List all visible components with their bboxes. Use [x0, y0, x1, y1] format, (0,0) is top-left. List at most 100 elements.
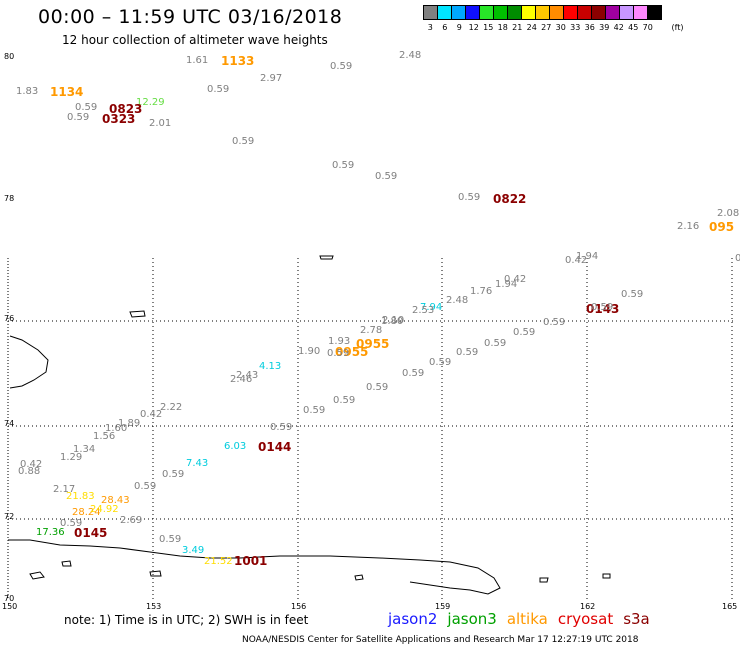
wave-height-value: 0.59 [67, 112, 90, 123]
wave-height-value: 0.59 [159, 534, 182, 545]
legend-bin-label: 12 [468, 23, 479, 32]
wave-height-value: 2.69 [120, 515, 143, 526]
wave-height-value: 1.76 [470, 286, 493, 297]
wave-height-value: 0.59 [162, 469, 185, 480]
island-outline [29, 571, 45, 580]
pass-time-label: 1134 [50, 85, 84, 99]
wave-height-value: 0.59 [513, 327, 536, 338]
wave-height-value: 21.52 [204, 556, 233, 567]
wave-height-value: 0.42 [140, 409, 163, 420]
wave-height-value: 1.61 [186, 55, 209, 66]
lat-label-80: 80 [4, 52, 15, 61]
legend-bin-label: 3 [427, 23, 433, 32]
wave-height-value: 2.08 [717, 208, 740, 219]
footer-note: note: 1) Time is in UTC; 2) SWH is in fe… [64, 613, 309, 627]
mission-jason2: jason2 [388, 610, 438, 628]
map-subtitle: 12 hour collection of altimeter wave hei… [62, 33, 328, 47]
wave-height-value: 7.94 [420, 302, 443, 313]
mission-legend: jason2 jason3 altika cryosat s3a [388, 610, 650, 628]
wave-height-value: 0.59 [458, 192, 481, 203]
island-outline [319, 255, 334, 260]
mission-jason3: jason3 [447, 610, 497, 628]
wave-height-value: 0.59 [621, 289, 644, 300]
color-legend: 3 6 9 12 15 18 21 24 27 30 33 36 39 42 45 70 (ft) [423, 5, 684, 32]
wave-height-value: 0.59 [332, 160, 355, 171]
legend-bin-label: 6 [442, 23, 448, 32]
lon-label-162: 162 [580, 602, 596, 611]
wave-height-value: 6.03 [224, 441, 247, 452]
wave-height-value: 0.59 [456, 347, 479, 358]
grid-lines [8, 258, 735, 600]
island-outline [602, 573, 611, 579]
island-outline [129, 310, 146, 318]
legend-swatches [423, 5, 684, 20]
legend-bin-label: 27 [541, 23, 552, 32]
legend-swatch [647, 5, 662, 20]
wave-height-value: 4.13 [259, 361, 282, 372]
pass-time-label: 0145 [74, 526, 108, 540]
wave-height-value: 0.59 [375, 171, 398, 182]
legend-unit: (ft) [671, 23, 684, 32]
wave-height-value: 0.59 [333, 395, 356, 406]
wave-height-value: 2.01 [149, 118, 172, 129]
wave-height-value: 0.59 [484, 338, 507, 349]
wave-height-value: 2.53 [412, 305, 435, 316]
legend-bin-label: 42 [613, 23, 624, 32]
lat-label-72: 72 [4, 512, 15, 521]
pass-time-label: 0823 [109, 102, 143, 116]
wave-height-value: 2.22 [160, 402, 183, 413]
wave-height-value: 1.34 [73, 444, 96, 455]
wave-height-value: 1.29 [60, 452, 83, 463]
wave-height-value: 0.59 [303, 405, 326, 416]
legend-bin-label: 70 [642, 23, 653, 32]
lon-label-156: 156 [291, 602, 307, 611]
island-outline [61, 560, 72, 567]
mainland-coast [8, 539, 501, 595]
legend-bin-label: 33 [570, 23, 581, 32]
lon-label-150: 150 [2, 602, 18, 611]
wave-height-value: 1.60 [105, 423, 128, 434]
wave-height-value: 0.59 [75, 102, 98, 113]
wave-height-value: 2.78 [360, 325, 383, 336]
wave-height-value: 28.24 [72, 507, 101, 518]
wave-height-value: 0.59 [330, 61, 353, 72]
wave-height-value: 1.83 [16, 86, 39, 97]
wave-height-value: 17.36 [36, 527, 65, 538]
island-outline [149, 570, 162, 577]
wave-height-value: 0.42 [565, 255, 588, 266]
mission-altika: altika [506, 610, 548, 628]
lon-label-165: 165 [722, 602, 738, 611]
pass-time-label: 0143 [586, 302, 620, 316]
wave-height-value: 0.59 [327, 348, 350, 359]
legend-bin-label: 45 [628, 23, 639, 32]
wave-height-value: 0.59 [543, 317, 566, 328]
wave-height-value: 0.59 [591, 302, 614, 313]
wave-height-value: 2.48 [446, 295, 469, 306]
wave-height-value: 0.42 [504, 274, 527, 285]
wave-height-value: 1.93 [328, 336, 351, 347]
pass-time-label: 0955 [356, 337, 390, 351]
wave-height-value: 1.94 [576, 251, 599, 262]
wave-height-value: 3.49 [182, 545, 205, 556]
lat-label-78: 78 [4, 194, 15, 203]
wave-height-value: 0.59 [232, 136, 255, 147]
mission-cryosat: cryosat [557, 610, 614, 628]
wave-height-value: 0.59 [429, 357, 452, 368]
wave-height-value: 0.59 [60, 518, 83, 529]
island-outline [354, 574, 364, 581]
credit-line: NOAA/NESDIS Center for Satellite Applica… [242, 635, 639, 645]
wave-height-value: 0.59 [402, 368, 425, 379]
wave-height-value: 2.10 [382, 315, 405, 326]
wave-height-value: 2.16 [677, 221, 700, 232]
pass-time-label: 0955 [335, 345, 369, 359]
wave-height-value: 1.56 [93, 431, 116, 442]
lat-label-70: 70 [4, 594, 15, 603]
wave-height-value: 0.42 [20, 459, 43, 470]
wave-height-value: 7.43 [186, 458, 209, 469]
pass-time-label: 1001 [234, 554, 268, 568]
lon-label-153: 153 [146, 602, 162, 611]
pass-time-label: 0144 [258, 440, 292, 454]
pass-time-label: 1133 [221, 54, 255, 68]
coastline [8, 255, 611, 595]
